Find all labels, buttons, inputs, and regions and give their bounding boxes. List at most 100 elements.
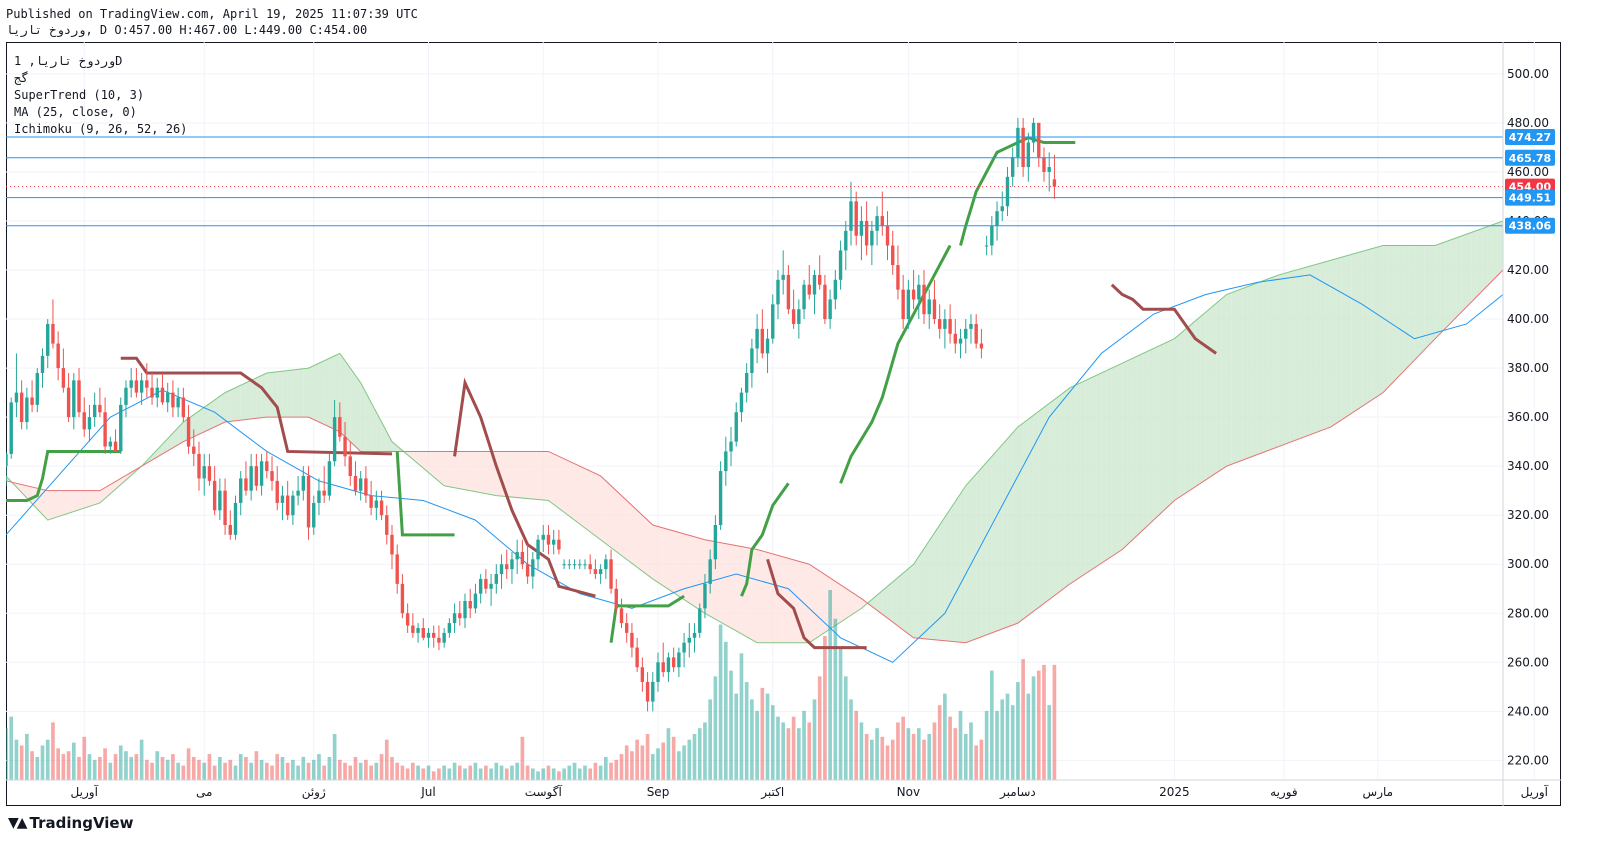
cloud-segment — [1388, 245, 1394, 388]
volume-bar — [238, 754, 243, 780]
cloud-segment — [423, 451, 429, 473]
cloud-segment — [777, 555, 784, 643]
cloud-segment — [892, 577, 898, 627]
y-tick-label: 240.00 — [1507, 704, 1549, 718]
candle-body — [416, 627, 420, 633]
cloud-segment — [334, 353, 340, 432]
tradingview-logo[interactable]: ▼▲ TradingView — [8, 814, 133, 832]
x-tick-label: دسامبر — [999, 785, 1036, 800]
volume-bar — [1031, 676, 1036, 780]
candle-body — [306, 475, 311, 528]
y-tick-label: 420.00 — [1507, 263, 1549, 277]
volume-bar — [630, 751, 634, 780]
y-tick-label: 340.00 — [1507, 459, 1549, 473]
cloud-segment — [418, 451, 424, 469]
candle-body — [833, 279, 838, 300]
cloud-segment — [673, 530, 679, 597]
volume-bar — [478, 768, 483, 780]
candle-body — [35, 372, 39, 405]
x-tick-label: ژوئن — [302, 785, 326, 800]
candle-body — [974, 323, 978, 344]
cloud-segment — [1163, 341, 1170, 511]
cloud-segment — [882, 586, 888, 619]
volume-bar — [948, 716, 952, 780]
candle-body — [755, 328, 759, 349]
volume-bar — [259, 759, 264, 780]
volume-bar — [551, 768, 556, 780]
price-tag-bg — [1505, 149, 1555, 166]
legend-ma[interactable]: MA (25, close, 0) — [14, 105, 137, 119]
volume-bar — [9, 716, 14, 780]
cloud-segment — [1137, 353, 1144, 535]
cloud-segment — [1210, 303, 1217, 477]
candle-body — [463, 601, 467, 619]
price-tag-label: 449.51 — [1509, 192, 1551, 205]
volume-bar — [677, 751, 681, 780]
cloud-segment — [1158, 343, 1164, 516]
cloud-segment — [355, 375, 361, 452]
volume-bar — [682, 745, 686, 780]
volume-bar — [280, 756, 285, 780]
candle-body — [312, 502, 316, 528]
volume-bar — [98, 756, 102, 780]
legend-supertrend[interactable]: SuperTrend (10, 3) — [14, 88, 145, 102]
volume-bar — [6, 728, 8, 780]
volume-bars — [6, 590, 1057, 780]
cloud-segment — [1007, 432, 1013, 628]
cloud-segment — [976, 468, 982, 639]
cloud-segment — [52, 490, 59, 519]
candle-body — [369, 495, 373, 508]
price-chart[interactable]: 220.00 240.00 260.00 280.00 300.00 320.00 340.… — [6, 42, 1561, 806]
volume-bar — [400, 765, 405, 780]
candle-body — [259, 461, 264, 486]
volume-bar — [186, 748, 191, 780]
legend-ichimoku[interactable]: Ichimoku (9, 26, 52, 26) — [14, 122, 188, 136]
volume-bar — [484, 765, 488, 780]
cloud-segment — [1482, 226, 1488, 292]
candle-body — [51, 323, 55, 344]
volume-bar — [666, 728, 671, 780]
volume-bar — [984, 710, 989, 780]
cloud-segment — [292, 369, 299, 418]
candle-body — [698, 608, 702, 633]
cloud-segment — [1242, 286, 1248, 461]
volume-bar — [718, 624, 723, 780]
volume-bar — [160, 756, 165, 780]
cloud-segment — [1184, 325, 1191, 494]
price-tag-bg — [1505, 217, 1555, 234]
volume-bar — [692, 733, 697, 780]
volume-bar — [593, 762, 598, 780]
volume-bar — [588, 768, 593, 780]
y-tick-label: 380.00 — [1507, 361, 1549, 375]
cloud-segment — [251, 377, 257, 419]
candle-body — [838, 250, 843, 280]
volume-bar — [969, 722, 973, 780]
volume-bar — [202, 762, 207, 780]
cloud-segment — [1429, 245, 1436, 345]
y-tick-label: 460.00 — [1507, 165, 1549, 179]
candle-body — [432, 632, 436, 638]
candle-body — [270, 471, 274, 481]
candle-body — [984, 245, 989, 247]
volume-bar — [504, 768, 509, 780]
volume-bar — [165, 759, 170, 780]
cloud-segment — [991, 450, 998, 633]
supertrend-lines — [6, 136, 1217, 650]
candle-body — [103, 412, 107, 447]
candle-body — [87, 417, 92, 430]
candle-body — [390, 534, 394, 555]
cloud-segment — [214, 396, 220, 427]
volume-bar — [108, 762, 113, 780]
cloud-segment — [897, 573, 904, 630]
cloud-segment — [1299, 267, 1305, 439]
volume-bar — [390, 756, 394, 780]
candle-body — [332, 417, 337, 462]
candle-body — [906, 289, 911, 320]
cloud-segment — [428, 451, 434, 477]
volume-bar — [870, 739, 874, 780]
candle-body — [40, 355, 45, 373]
cloud-segment — [120, 475, 126, 485]
candle-body — [1042, 157, 1046, 172]
cloud-segment — [371, 402, 377, 452]
